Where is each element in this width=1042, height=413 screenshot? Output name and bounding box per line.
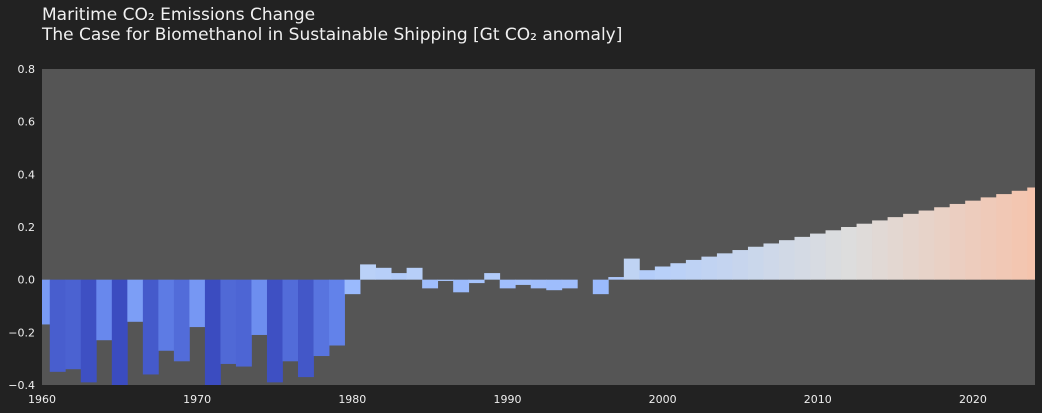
bar-2008	[778, 240, 795, 280]
x-tick-label: 1980	[338, 393, 366, 406]
bar-1991	[515, 279, 532, 285]
bar-2003	[701, 256, 718, 280]
bar-2020	[965, 200, 982, 280]
bar-1988	[468, 279, 485, 284]
y-tick-label: −0.2	[8, 326, 35, 339]
bar-2013	[856, 223, 873, 280]
chart-subtitle: The Case for Biomethanol in Sustainable …	[42, 25, 623, 45]
bar-1999	[639, 270, 656, 280]
bar-2021	[980, 197, 997, 280]
bar-2000	[654, 266, 671, 280]
bars-group	[42, 187, 1035, 385]
bar-1964	[96, 279, 113, 341]
bar-1996	[592, 279, 609, 295]
bar-1971	[204, 279, 221, 385]
bar-1982	[375, 267, 392, 280]
bar-2024	[1027, 187, 1035, 280]
bar-2002	[685, 259, 702, 280]
bar-1981	[360, 264, 376, 280]
bar-2014	[872, 220, 889, 280]
bar-1985	[422, 279, 439, 289]
bar-1992	[530, 279, 547, 289]
bar-1998	[623, 258, 640, 280]
axes-group: −0.4 −0.2 0.0 0.2 0.4 0.6 0.8 1960 1970 1980 1990 2…	[8, 63, 987, 406]
bar-1966	[127, 279, 144, 322]
bar-1973	[235, 279, 252, 367]
bar-2007	[763, 243, 780, 280]
bar-2015	[887, 217, 904, 280]
bar-1968	[158, 279, 175, 351]
bar-2011	[825, 230, 842, 280]
bar-1967	[142, 279, 159, 375]
bar-1975	[266, 279, 283, 383]
y-tick-label: −0.4	[8, 379, 35, 392]
y-tick-label: 0.6	[18, 116, 36, 129]
bar-1976	[282, 279, 299, 362]
bar-1994	[561, 279, 578, 289]
bar-1969	[173, 279, 190, 362]
bar-1970	[189, 279, 206, 328]
y-tick-label: 0.8	[18, 63, 36, 76]
x-tick-label: 1960	[28, 393, 56, 406]
bar-1979	[329, 279, 345, 346]
bar-2016	[903, 213, 920, 280]
bar-1960	[42, 279, 51, 325]
bar-2012	[841, 227, 857, 280]
bar-1961	[49, 279, 66, 372]
x-tick-label: 2020	[959, 393, 987, 406]
bar-2001	[670, 263, 687, 280]
bar-1965	[111, 279, 128, 385]
bar-1986	[437, 279, 454, 281]
bar-2004	[716, 253, 733, 280]
bar-2019	[949, 203, 966, 280]
bar-1974	[251, 279, 268, 335]
bar-1989	[484, 273, 501, 280]
bar-1983	[391, 273, 408, 280]
x-tick-label: 2000	[649, 393, 677, 406]
x-tick-label: 1990	[493, 393, 521, 406]
x-tick-label: 2010	[804, 393, 832, 406]
bar-2005	[732, 250, 749, 280]
bar-1972	[220, 279, 237, 364]
bar-2006	[747, 246, 764, 280]
bar-2023	[1011, 190, 1028, 280]
bar-1978	[313, 279, 330, 357]
bar-1963	[80, 279, 97, 383]
bar-2022	[996, 194, 1013, 280]
bar-2010	[810, 233, 826, 280]
bar-1980	[344, 279, 361, 295]
bar-2009	[794, 236, 811, 280]
bar-1987	[453, 279, 470, 293]
chart-title: Maritime CO₂ Emissions Change	[42, 5, 316, 25]
bar-1977	[298, 279, 314, 378]
bar-2017	[918, 210, 935, 280]
bar-2018	[934, 207, 951, 280]
x-tick-label: 1970	[183, 393, 211, 406]
y-tick-label: 0.0	[18, 274, 36, 287]
bar-1997	[608, 277, 625, 280]
bar-1990	[499, 279, 516, 289]
y-tick-label: 0.4	[18, 168, 36, 181]
bar-1993	[546, 279, 563, 291]
y-tick-label: 0.2	[18, 221, 36, 234]
bar-1962	[65, 279, 82, 370]
bar-1984	[406, 267, 423, 280]
